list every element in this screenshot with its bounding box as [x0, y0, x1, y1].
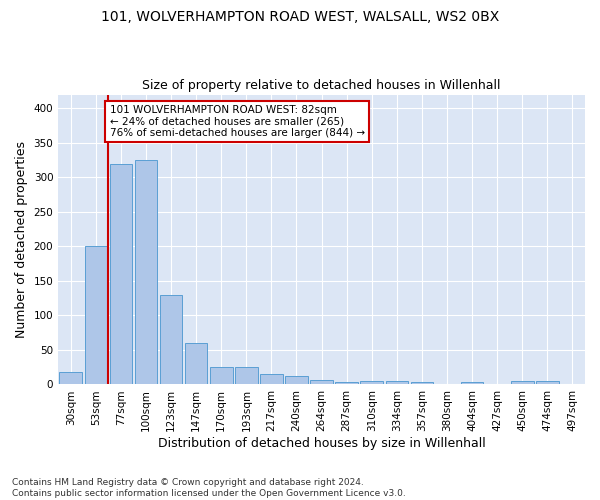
Text: 101, WOLVERHAMPTON ROAD WEST, WALSALL, WS2 0BX: 101, WOLVERHAMPTON ROAD WEST, WALSALL, W…: [101, 10, 499, 24]
Text: 101 WOLVERHAMPTON ROAD WEST: 82sqm
← 24% of detached houses are smaller (265)
76: 101 WOLVERHAMPTON ROAD WEST: 82sqm ← 24%…: [110, 105, 365, 138]
Title: Size of property relative to detached houses in Willenhall: Size of property relative to detached ho…: [142, 79, 501, 92]
Bar: [335, 382, 358, 384]
Bar: [160, 294, 182, 384]
Bar: [59, 372, 82, 384]
Y-axis label: Number of detached properties: Number of detached properties: [15, 141, 28, 338]
Bar: [386, 381, 408, 384]
Bar: [260, 374, 283, 384]
Bar: [185, 343, 208, 384]
Bar: [410, 382, 433, 384]
Bar: [310, 380, 333, 384]
Bar: [235, 367, 257, 384]
Bar: [361, 381, 383, 384]
Bar: [110, 164, 132, 384]
Text: Contains HM Land Registry data © Crown copyright and database right 2024.
Contai: Contains HM Land Registry data © Crown c…: [12, 478, 406, 498]
Bar: [85, 246, 107, 384]
Bar: [536, 381, 559, 384]
X-axis label: Distribution of detached houses by size in Willenhall: Distribution of detached houses by size …: [158, 437, 485, 450]
Bar: [461, 382, 484, 384]
Bar: [210, 367, 233, 384]
Bar: [511, 381, 533, 384]
Bar: [285, 376, 308, 384]
Bar: [134, 160, 157, 384]
